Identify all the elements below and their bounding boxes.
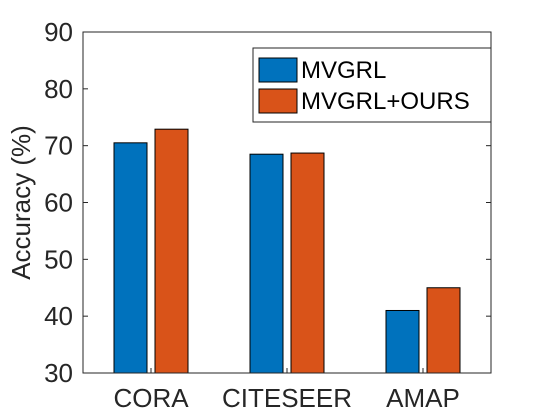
x-tick-label: CITESEER xyxy=(222,383,352,413)
x-tick-label: AMAP xyxy=(386,383,460,413)
y-axis-label: Accuracy (%) xyxy=(6,125,36,280)
bar-amap-mvgrl-ours xyxy=(426,287,461,374)
bar-citeseer-mvgrl-ours xyxy=(290,152,325,374)
bar-amap-mvgrl xyxy=(385,309,420,374)
y-tick-label: 90 xyxy=(44,17,73,47)
y-tick-label: 70 xyxy=(44,131,73,161)
legend-swatch xyxy=(258,57,298,83)
bar-citeseer-mvgrl xyxy=(249,153,284,374)
legend: MVGRL MVGRL+OURS xyxy=(252,47,492,123)
y-tick-label: 50 xyxy=(44,244,73,274)
bar-cora-mvgrl xyxy=(113,142,148,374)
legend-label: MVGRL+OURS xyxy=(301,88,470,115)
legend-label: MVGRL xyxy=(301,57,386,84)
bar-cora-mvgrl-ours xyxy=(154,128,189,374)
legend-swatch xyxy=(258,88,298,114)
x-tick-label: CORA xyxy=(113,383,189,413)
bars-layer xyxy=(113,128,461,374)
y-tick-label: 60 xyxy=(44,188,73,218)
y-ticks: 30 40 50 60 70 80 90 xyxy=(44,17,491,388)
y-tick-label: 40 xyxy=(44,301,73,331)
x-ticks: CORA CITESEER AMAP xyxy=(113,368,460,413)
y-tick-label: 80 xyxy=(44,74,73,104)
y-tick-label: 30 xyxy=(44,358,73,388)
